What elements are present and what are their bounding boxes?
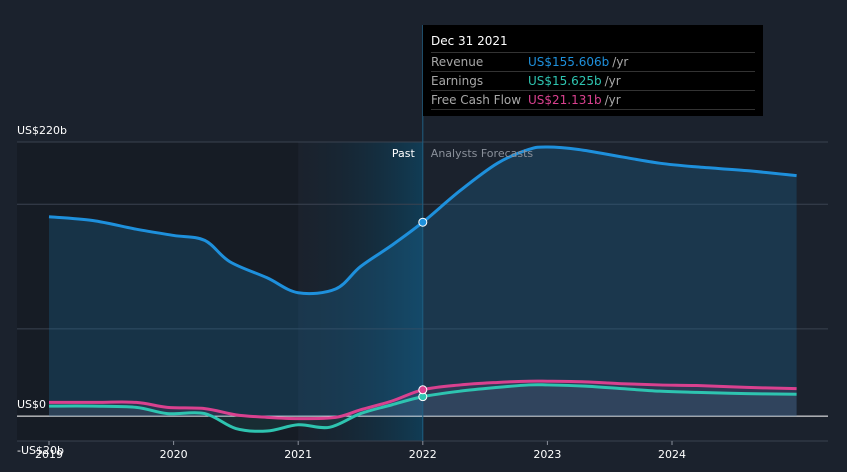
series-line-revenue	[48, 145, 797, 296]
marker-revenue	[418, 217, 428, 227]
y-axis-label: -US$20b	[17, 444, 64, 457]
x-tick-label: 2022	[409, 448, 437, 461]
x-tick-label: 2024	[658, 448, 686, 461]
forecast-label: Analysts Forecasts	[431, 147, 534, 160]
tooltip-series-name: Free Cash Flow	[431, 93, 522, 107]
tooltip: Dec 31 2021 Revenue US$155.606b /yr Earn…	[423, 25, 763, 116]
x-tick-label: 2023	[533, 448, 561, 461]
past-label: Past	[392, 147, 416, 160]
tooltip-series-unit: /yr	[604, 93, 621, 107]
series-line-free-cash-flow	[49, 379, 797, 421]
highlight-region	[298, 142, 423, 441]
x-tick-label: 2019	[35, 448, 63, 461]
series-line-earnings	[48, 383, 797, 433]
tooltip-row-free-cash-flow: Free Cash Flow US$21.131b /yr	[431, 91, 755, 110]
tooltip-series-name: Revenue	[431, 55, 484, 69]
tooltip-series-unit: /yr	[604, 74, 621, 88]
marker-free-cash-flow	[418, 385, 428, 395]
tooltip-series-name: Earnings	[431, 74, 484, 88]
y-axis-label: US$0	[17, 398, 46, 411]
past-background	[17, 142, 299, 441]
tooltip-series-value: US$21.131b	[528, 93, 602, 107]
x-tick-label: 2021	[284, 448, 312, 461]
x-tick-label: 2020	[160, 448, 188, 461]
tooltip-row-revenue: Revenue US$155.606b /yr	[431, 53, 755, 72]
y-axis-label: US$220b	[17, 124, 67, 137]
tooltip-series-value: US$155.606b	[528, 55, 610, 69]
tooltip-series-unit: /yr	[612, 55, 629, 69]
tooltip-series-value: US$15.625b	[528, 74, 602, 88]
tooltip-date: Dec 31 2021	[431, 32, 755, 53]
tooltip-row-earnings: Earnings US$15.625b /yr	[431, 72, 755, 91]
